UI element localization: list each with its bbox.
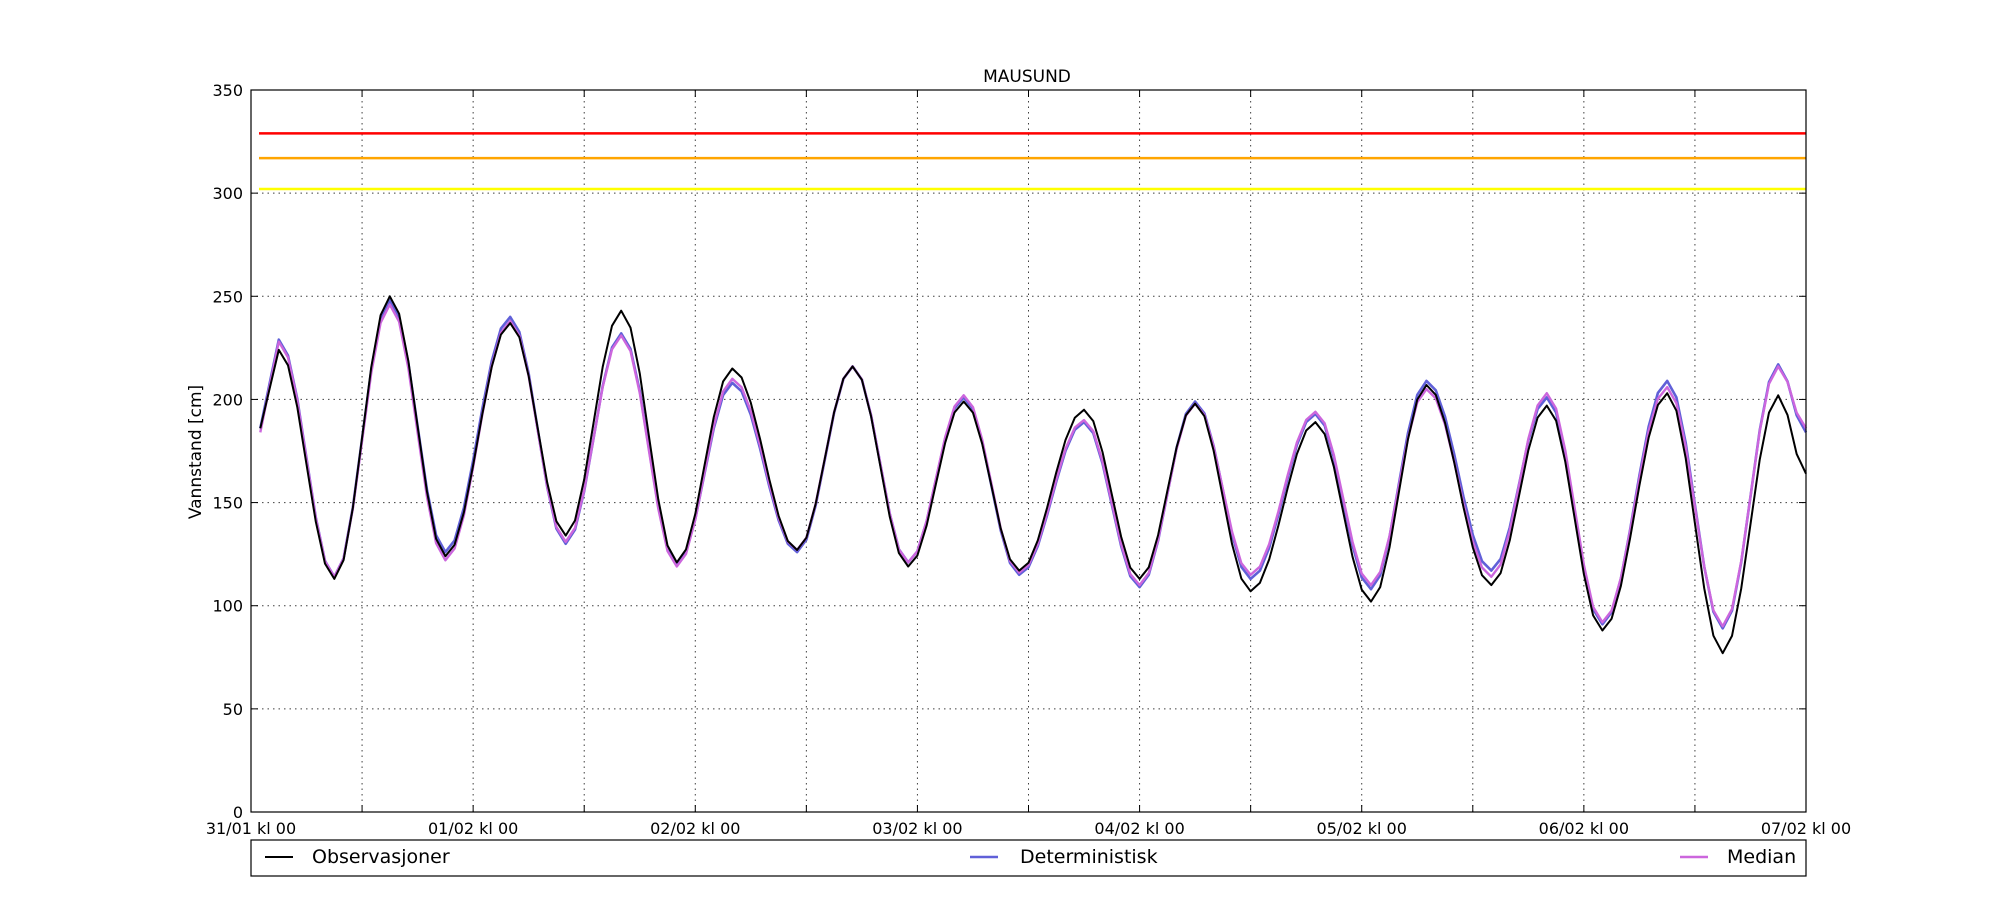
legend-item-deterministisk: Deterministisk: [970, 846, 1158, 868]
legend-box: [250, 839, 1807, 877]
x-tick-label: 31/01 kl 00: [206, 819, 296, 838]
y-tick-label: 0: [233, 803, 243, 822]
legend-label-deterministisk: Deterministisk: [1020, 846, 1158, 868]
y-tick-label: 300: [212, 184, 243, 203]
y-tick-label: 250: [212, 287, 243, 306]
y-tick-label: 150: [212, 494, 243, 513]
y-tick-label: 200: [212, 390, 243, 409]
x-tick-label: 02/02 kl 00: [650, 819, 740, 838]
x-tick-label: 04/02 kl 00: [1094, 819, 1184, 838]
grid-lines: [251, 90, 1806, 812]
series-line-observasjoner: [259, 295, 1807, 655]
x-tick-label: 07/02 kl 00: [1761, 819, 1851, 838]
legend-label-median: Median: [1727, 846, 1796, 868]
legend-item-observasjoner: Observasjoner: [265, 846, 450, 868]
y-tick-label: 100: [212, 597, 243, 616]
legend-item-median: Median: [1680, 846, 1796, 868]
series-lines: [259, 295, 1808, 655]
axis-ticks: 0 50 100 150 200 250 300 350 31/01 kl 00 01/02 kl…: [206, 81, 1851, 838]
x-tick-label: 01/02 kl 00: [428, 819, 518, 838]
legend-label-observasjoner: Observasjoner: [312, 846, 450, 868]
y-tick-label: 350: [212, 81, 243, 100]
x-tick-label: 05/02 kl 00: [1317, 819, 1407, 838]
chart-title: MAUSUND: [983, 67, 1071, 87]
y-axis-label: Vannstand [cm]: [186, 385, 206, 519]
threshold-lines: [259, 132, 1806, 191]
legend: Observasjoner Deterministisk Median: [250, 839, 1807, 877]
x-tick-label: 06/02 kl 00: [1539, 819, 1629, 838]
x-tick-label: 03/02 kl 00: [872, 819, 962, 838]
y-tick-label: 50: [223, 700, 243, 719]
